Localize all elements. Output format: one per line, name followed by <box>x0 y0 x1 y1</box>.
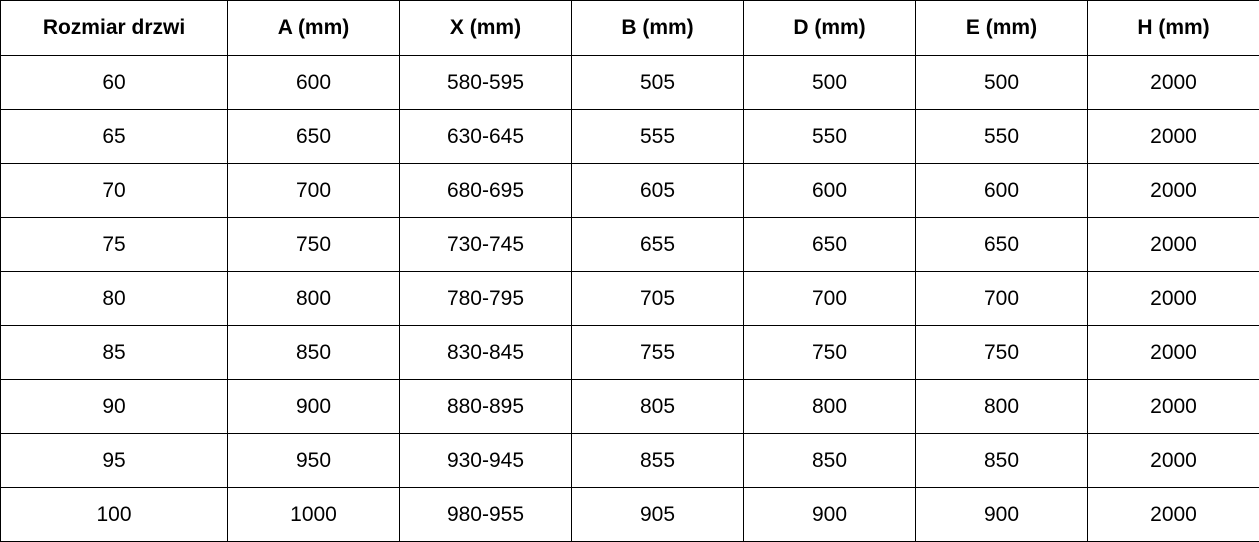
table-cell: 880-895 <box>400 380 572 434</box>
table-cell: 2000 <box>1088 380 1259 434</box>
table-cell: 600 <box>744 164 916 218</box>
table-cell: 85 <box>1 326 228 380</box>
table-cell: 700 <box>228 164 400 218</box>
table-cell: 555 <box>572 110 744 164</box>
table-cell: 805 <box>572 380 744 434</box>
table-cell: 900 <box>228 380 400 434</box>
table-cell: 750 <box>228 218 400 272</box>
table-cell: 850 <box>744 434 916 488</box>
table-cell: 855 <box>572 434 744 488</box>
table-cell: 700 <box>744 272 916 326</box>
table-cell: 750 <box>916 326 1088 380</box>
table-cell: 60 <box>1 56 228 110</box>
table-cell: 605 <box>572 164 744 218</box>
table-cell: 980-955 <box>400 488 572 542</box>
table-cell: 850 <box>916 434 1088 488</box>
table-cell: 905 <box>572 488 744 542</box>
table-cell: 700 <box>916 272 1088 326</box>
table-cell: 800 <box>916 380 1088 434</box>
table-cell: 550 <box>916 110 1088 164</box>
table-cell: 505 <box>572 56 744 110</box>
table-cell: 705 <box>572 272 744 326</box>
column-header: E (mm) <box>916 1 1088 56</box>
column-header: X (mm) <box>400 1 572 56</box>
table-cell: 2000 <box>1088 272 1259 326</box>
table-cell: 550 <box>744 110 916 164</box>
table-cell: 1000 <box>228 488 400 542</box>
table-cell: 750 <box>744 326 916 380</box>
table-cell: 2000 <box>1088 56 1259 110</box>
column-header: Rozmiar drzwi <box>1 1 228 56</box>
table-cell: 2000 <box>1088 218 1259 272</box>
table-cell: 600 <box>916 164 1088 218</box>
table-cell: 680-695 <box>400 164 572 218</box>
table-cell: 800 <box>744 380 916 434</box>
column-header: D (mm) <box>744 1 916 56</box>
table-cell: 900 <box>916 488 1088 542</box>
table-cell: 65 <box>1 110 228 164</box>
table-cell: 500 <box>744 56 916 110</box>
table-cell: 850 <box>228 326 400 380</box>
table-cell: 100 <box>1 488 228 542</box>
table-cell: 755 <box>572 326 744 380</box>
table-cell: 830-845 <box>400 326 572 380</box>
column-header: B (mm) <box>572 1 744 56</box>
table-cell: 90 <box>1 380 228 434</box>
table-cell: 650 <box>744 218 916 272</box>
table-cell: 930-945 <box>400 434 572 488</box>
table-cell: 780-795 <box>400 272 572 326</box>
table-cell: 600 <box>228 56 400 110</box>
table-cell: 655 <box>572 218 744 272</box>
table-cell: 650 <box>228 110 400 164</box>
table-cell: 95 <box>1 434 228 488</box>
table-cell: 730-745 <box>400 218 572 272</box>
table-cell: 800 <box>228 272 400 326</box>
table-cell: 500 <box>916 56 1088 110</box>
table-cell: 70 <box>1 164 228 218</box>
column-header: A (mm) <box>228 1 400 56</box>
table-cell: 650 <box>916 218 1088 272</box>
table-cell: 2000 <box>1088 434 1259 488</box>
column-header: H (mm) <box>1088 1 1259 56</box>
table-cell: 75 <box>1 218 228 272</box>
table-cell: 2000 <box>1088 326 1259 380</box>
table-cell: 900 <box>744 488 916 542</box>
table-cell: 580-595 <box>400 56 572 110</box>
table-cell: 2000 <box>1088 164 1259 218</box>
table-cell: 2000 <box>1088 488 1259 542</box>
table-cell: 950 <box>228 434 400 488</box>
table-cell: 80 <box>1 272 228 326</box>
table-cell: 2000 <box>1088 110 1259 164</box>
table-cell: 630-645 <box>400 110 572 164</box>
